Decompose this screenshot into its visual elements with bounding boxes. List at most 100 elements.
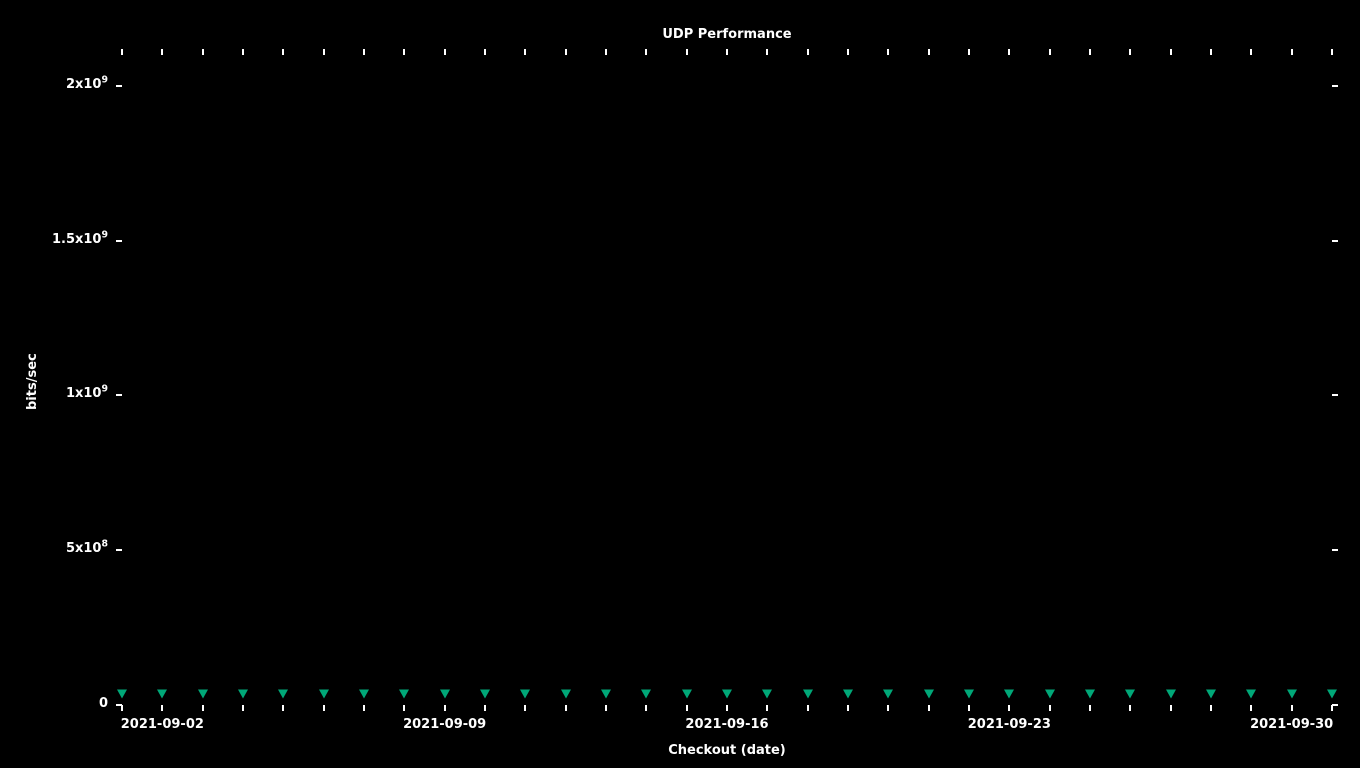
x-tick	[161, 49, 163, 55]
x-tick	[242, 705, 244, 711]
data-point-marker	[1045, 690, 1055, 699]
x-tick	[121, 49, 123, 55]
y-tick	[116, 240, 122, 242]
x-tick	[968, 705, 970, 711]
x-tick	[1210, 49, 1212, 55]
x-tick	[565, 705, 567, 711]
y-tick	[1332, 85, 1338, 87]
x-tick	[484, 705, 486, 711]
x-tick	[968, 49, 970, 55]
x-tick	[282, 49, 284, 55]
data-point-marker	[762, 690, 772, 699]
x-tick	[766, 49, 768, 55]
x-tick	[323, 49, 325, 55]
x-tick	[847, 49, 849, 55]
data-point-marker	[238, 690, 248, 699]
x-tick	[565, 49, 567, 55]
data-point-marker	[399, 690, 409, 699]
x-tick	[1049, 705, 1051, 711]
x-tick	[282, 705, 284, 711]
x-tick	[887, 49, 889, 55]
y-tick	[1332, 394, 1338, 396]
x-tick	[686, 705, 688, 711]
x-tick	[686, 49, 688, 55]
x-tick	[928, 705, 930, 711]
data-point-marker	[319, 690, 329, 699]
y-tick-label: 1.5x109	[52, 232, 108, 247]
x-tick	[403, 705, 405, 711]
data-point-marker	[561, 690, 571, 699]
data-point-marker	[1287, 690, 1297, 699]
x-tick	[121, 705, 123, 711]
x-tick	[766, 705, 768, 711]
x-tick	[202, 705, 204, 711]
y-tick	[116, 394, 122, 396]
plot-area	[122, 55, 1332, 705]
x-tick	[605, 49, 607, 55]
data-point-marker	[198, 690, 208, 699]
udp-performance-chart: UDP Performance bits/sec Checkout (date)…	[0, 0, 1360, 768]
x-tick-label: 2021-09-09	[403, 717, 486, 732]
data-point-marker	[601, 690, 611, 699]
x-tick	[161, 705, 163, 711]
x-tick	[645, 49, 647, 55]
data-point-marker	[278, 690, 288, 699]
data-point-marker	[722, 690, 732, 699]
data-point-marker	[1166, 690, 1176, 699]
x-tick	[524, 705, 526, 711]
data-point-marker	[682, 690, 692, 699]
y-tick	[116, 85, 122, 87]
x-tick	[1170, 705, 1172, 711]
x-tick	[363, 705, 365, 711]
data-point-marker	[641, 690, 651, 699]
x-tick	[444, 705, 446, 711]
data-point-marker	[1327, 690, 1337, 699]
y-tick-label: 0	[99, 696, 108, 711]
x-tick	[1291, 705, 1293, 711]
y-tick-label: 1x109	[66, 386, 108, 401]
x-tick	[1008, 49, 1010, 55]
data-point-marker	[359, 690, 369, 699]
x-tick	[1291, 49, 1293, 55]
x-tick	[726, 49, 728, 55]
data-point-marker	[803, 690, 813, 699]
x-tick	[403, 49, 405, 55]
data-point-marker	[1246, 690, 1256, 699]
data-point-marker	[964, 690, 974, 699]
y-tick-label: 5x108	[66, 541, 108, 556]
x-tick	[1210, 705, 1212, 711]
x-tick	[1331, 49, 1333, 55]
y-tick-label: 2x109	[66, 77, 108, 92]
y-tick	[116, 549, 122, 551]
x-tick	[1008, 705, 1010, 711]
x-tick	[1049, 49, 1051, 55]
data-point-marker	[520, 690, 530, 699]
data-point-marker	[1004, 690, 1014, 699]
x-tick	[1129, 705, 1131, 711]
data-point-marker	[117, 690, 127, 699]
x-tick	[1170, 49, 1172, 55]
data-point-marker	[157, 690, 167, 699]
data-point-marker	[1206, 690, 1216, 699]
x-tick	[1089, 49, 1091, 55]
x-tick	[726, 705, 728, 711]
data-point-marker	[1125, 690, 1135, 699]
x-tick	[363, 49, 365, 55]
x-tick	[887, 705, 889, 711]
data-point-marker	[924, 690, 934, 699]
data-point-marker	[1085, 690, 1095, 699]
x-tick	[202, 49, 204, 55]
x-tick-label: 2021-09-16	[685, 717, 768, 732]
x-tick	[928, 49, 930, 55]
x-tick	[1250, 705, 1252, 711]
x-tick	[242, 49, 244, 55]
data-point-marker	[440, 690, 450, 699]
y-tick	[1332, 240, 1338, 242]
x-tick	[1129, 49, 1131, 55]
x-tick-label: 2021-09-23	[968, 717, 1051, 732]
x-tick	[1250, 49, 1252, 55]
x-axis-label: Checkout (date)	[627, 743, 827, 758]
x-tick	[323, 705, 325, 711]
x-tick	[605, 705, 607, 711]
x-tick	[807, 49, 809, 55]
